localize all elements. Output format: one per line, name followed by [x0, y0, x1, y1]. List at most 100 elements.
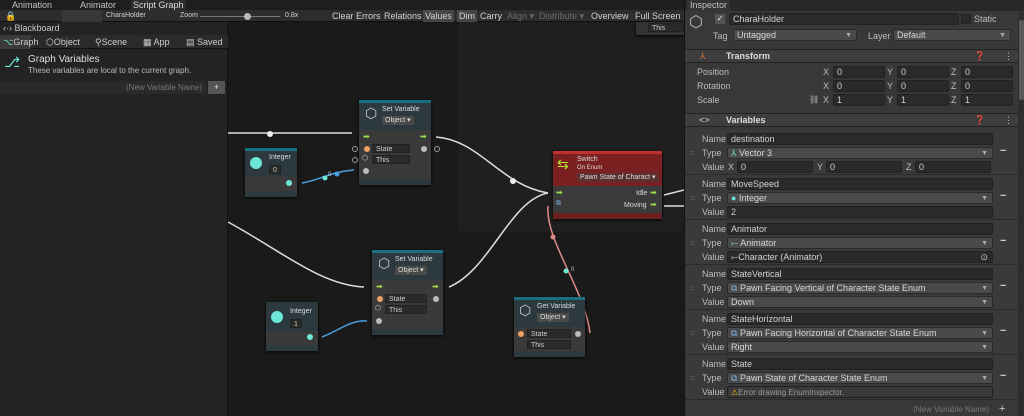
flow-in-icon[interactable]: ➡	[363, 132, 370, 141]
align-dropdown[interactable]: Align ▾	[507, 11, 535, 21]
drag-handle-icon[interactable]: =	[690, 238, 696, 248]
drag-handle-icon[interactable]: =	[690, 148, 696, 158]
tab-graph[interactable]: ⌥Graph	[0, 35, 38, 49]
tab-app[interactable]: ▦ App	[140, 35, 170, 49]
switch-on-enum-node[interactable]: ⇆ Switch On Enum Pawn State of Charact ▾…	[553, 151, 662, 219]
active-checkbox[interactable]: ✓	[715, 14, 725, 24]
tag-dropdown[interactable]: Untagged ▼	[733, 29, 857, 41]
clear-errors-button[interactable]: Clear Errors	[332, 11, 381, 21]
transform-y-field[interactable]: 0	[897, 66, 949, 78]
target-field[interactable]: This	[372, 155, 410, 164]
flow-wire[interactable]	[663, 189, 684, 207]
drag-handle-icon[interactable]: =	[690, 193, 696, 203]
remove-variable-button[interactable]: −	[1000, 235, 1007, 247]
value-in-port[interactable]	[363, 168, 369, 174]
drag-handle-icon[interactable]: =	[690, 328, 696, 338]
object-port[interactable]	[518, 331, 524, 337]
variable-type-dropdown[interactable]: ⤚ Animator ▼	[727, 237, 993, 249]
value-wire[interactable]	[321, 320, 368, 338]
transform-x-field[interactable]: 0	[833, 66, 885, 78]
constrain-proportions-icon[interactable]: ⛓	[809, 95, 820, 104]
object-picker-icon[interactable]: ⊙	[980, 252, 988, 262]
value-out-port[interactable]	[421, 146, 427, 152]
integer-value-field[interactable]: 0	[269, 165, 281, 174]
partial-node-target[interactable]: This	[648, 23, 684, 32]
object-port[interactable]	[377, 296, 383, 302]
remove-variable-button[interactable]: −	[1000, 325, 1007, 337]
tab-saved[interactable]: ▤ Saved	[183, 35, 223, 49]
transform-z-field[interactable]: 0	[961, 80, 1013, 92]
value-out-port[interactable]	[575, 331, 581, 337]
port-handle[interactable]	[352, 146, 358, 152]
integer-value-field[interactable]: 1	[290, 319, 302, 328]
inspector-tab[interactable]: Inspector	[687, 0, 731, 11]
more-options-icon[interactable]: ⋮	[1004, 115, 1013, 125]
transform-z-field[interactable]: 1	[961, 94, 1013, 106]
variable-name-field[interactable]: Animator	[727, 223, 993, 235]
variable-type-dropdown[interactable]: ⅄ Vector 3 ▼	[727, 147, 993, 159]
integer-node[interactable]: Integer 1	[266, 302, 318, 351]
vector-x-field[interactable]: 0	[737, 161, 813, 173]
vector-y-field[interactable]: 0	[826, 161, 902, 173]
integer-node[interactable]: Integer 0	[245, 148, 297, 197]
relations-button[interactable]: Relations	[384, 11, 422, 21]
add-variable-button[interactable]: +	[208, 81, 225, 94]
help-icon[interactable]: ❓	[974, 51, 986, 61]
object-breadcrumb[interactable]: CharaHolder	[106, 12, 146, 19]
value-in-port[interactable]	[376, 318, 382, 324]
zoom-slider[interactable]	[200, 13, 280, 20]
variable-type-dropdown[interactable]: ● Integer ▼	[727, 192, 993, 204]
object-reference-field[interactable]: ⤚Character (Animator) ⊙	[727, 251, 993, 263]
tab-script-graph[interactable]: Script Graph	[131, 0, 186, 10]
remove-variable-button[interactable]: −	[1000, 370, 1007, 382]
variable-type-dropdown[interactable]: ⧉ Pawn Facing Horizontal of Character St…	[727, 327, 993, 339]
flow-in-icon[interactable]: ➡	[376, 282, 383, 291]
more-options-icon[interactable]: ⋮	[1004, 51, 1013, 61]
transform-z-field[interactable]: 0	[961, 66, 1013, 78]
graph-selector[interactable]	[62, 10, 102, 22]
new-variable-name-input[interactable]: (New Variable Name)	[0, 81, 206, 94]
tab-animation[interactable]: Animation	[10, 0, 55, 10]
integer-out-port[interactable]	[286, 180, 292, 186]
variable-name-field[interactable]: StateVertical	[727, 268, 993, 280]
zoom-slider-handle[interactable]	[244, 13, 251, 20]
variable-name-dropdown[interactable]: State	[372, 144, 410, 153]
inspector-scrollbar[interactable]	[1018, 12, 1024, 416]
vector-z-field[interactable]: 0	[915, 161, 991, 173]
variable-kind-dropdown[interactable]: Object ▾	[537, 313, 569, 322]
variable-name-field[interactable]: MoveSpeed	[727, 178, 993, 190]
flow-in-icon[interactable]: ➡	[556, 188, 563, 197]
variable-kind-dropdown[interactable]: Object ▾	[395, 266, 427, 275]
variables-header[interactable]: <> Variables ❓ ⋮	[685, 113, 1018, 127]
partial-node[interactable]: This	[636, 22, 686, 35]
drag-handle-icon[interactable]: =	[690, 373, 696, 383]
target-field[interactable]: This	[527, 340, 571, 349]
integer-out-port[interactable]	[307, 334, 313, 340]
variable-name-field[interactable]: destination	[727, 133, 993, 145]
get-variable-node[interactable]: ⬡ Get Variable Object ▾ State This	[514, 297, 585, 357]
drag-handle-icon[interactable]: =	[690, 283, 696, 293]
remove-variable-button[interactable]: −	[1000, 190, 1007, 202]
static-checkbox[interactable]	[961, 14, 971, 24]
scrollbar-thumb[interactable]	[1019, 20, 1024, 100]
variable-name-field[interactable]: StateHorizontal	[727, 313, 993, 325]
transform-x-field[interactable]: 1	[833, 94, 885, 106]
enum-wire[interactable]	[547, 205, 591, 334]
dim-button[interactable]: Dim	[457, 10, 477, 22]
port-handle[interactable]	[352, 157, 358, 163]
object-name-field[interactable]: CharaHolder	[729, 13, 959, 25]
full-screen-button[interactable]: Full Screen	[635, 11, 681, 21]
tab-scene[interactable]: ⚲Scene	[92, 35, 127, 49]
variable-name-dropdown[interactable]: State	[385, 294, 427, 303]
enum-value-dropdown[interactable]: Right ▼	[727, 341, 993, 353]
transform-header[interactable]: ⅄ Transform ❓ ⋮	[685, 49, 1018, 63]
variable-type-dropdown[interactable]: ⧉ Pawn State of Character State Enum ▼	[727, 372, 993, 384]
value-out-port[interactable]	[433, 296, 439, 302]
overview-button[interactable]: Overview	[591, 11, 629, 21]
enum-value-dropdown[interactable]: Down ▼	[727, 296, 993, 308]
layer-dropdown[interactable]: Default ▼	[893, 29, 1011, 41]
distribute-dropdown[interactable]: Distribute ▾	[539, 11, 585, 21]
variable-kind-dropdown[interactable]: Object ▾	[382, 116, 414, 125]
transform-x-field[interactable]: 0	[833, 80, 885, 92]
set-variable-node[interactable]: ⬡ Set Variable Object ▾ ➡ ➡ State ⬡ This	[359, 100, 431, 185]
